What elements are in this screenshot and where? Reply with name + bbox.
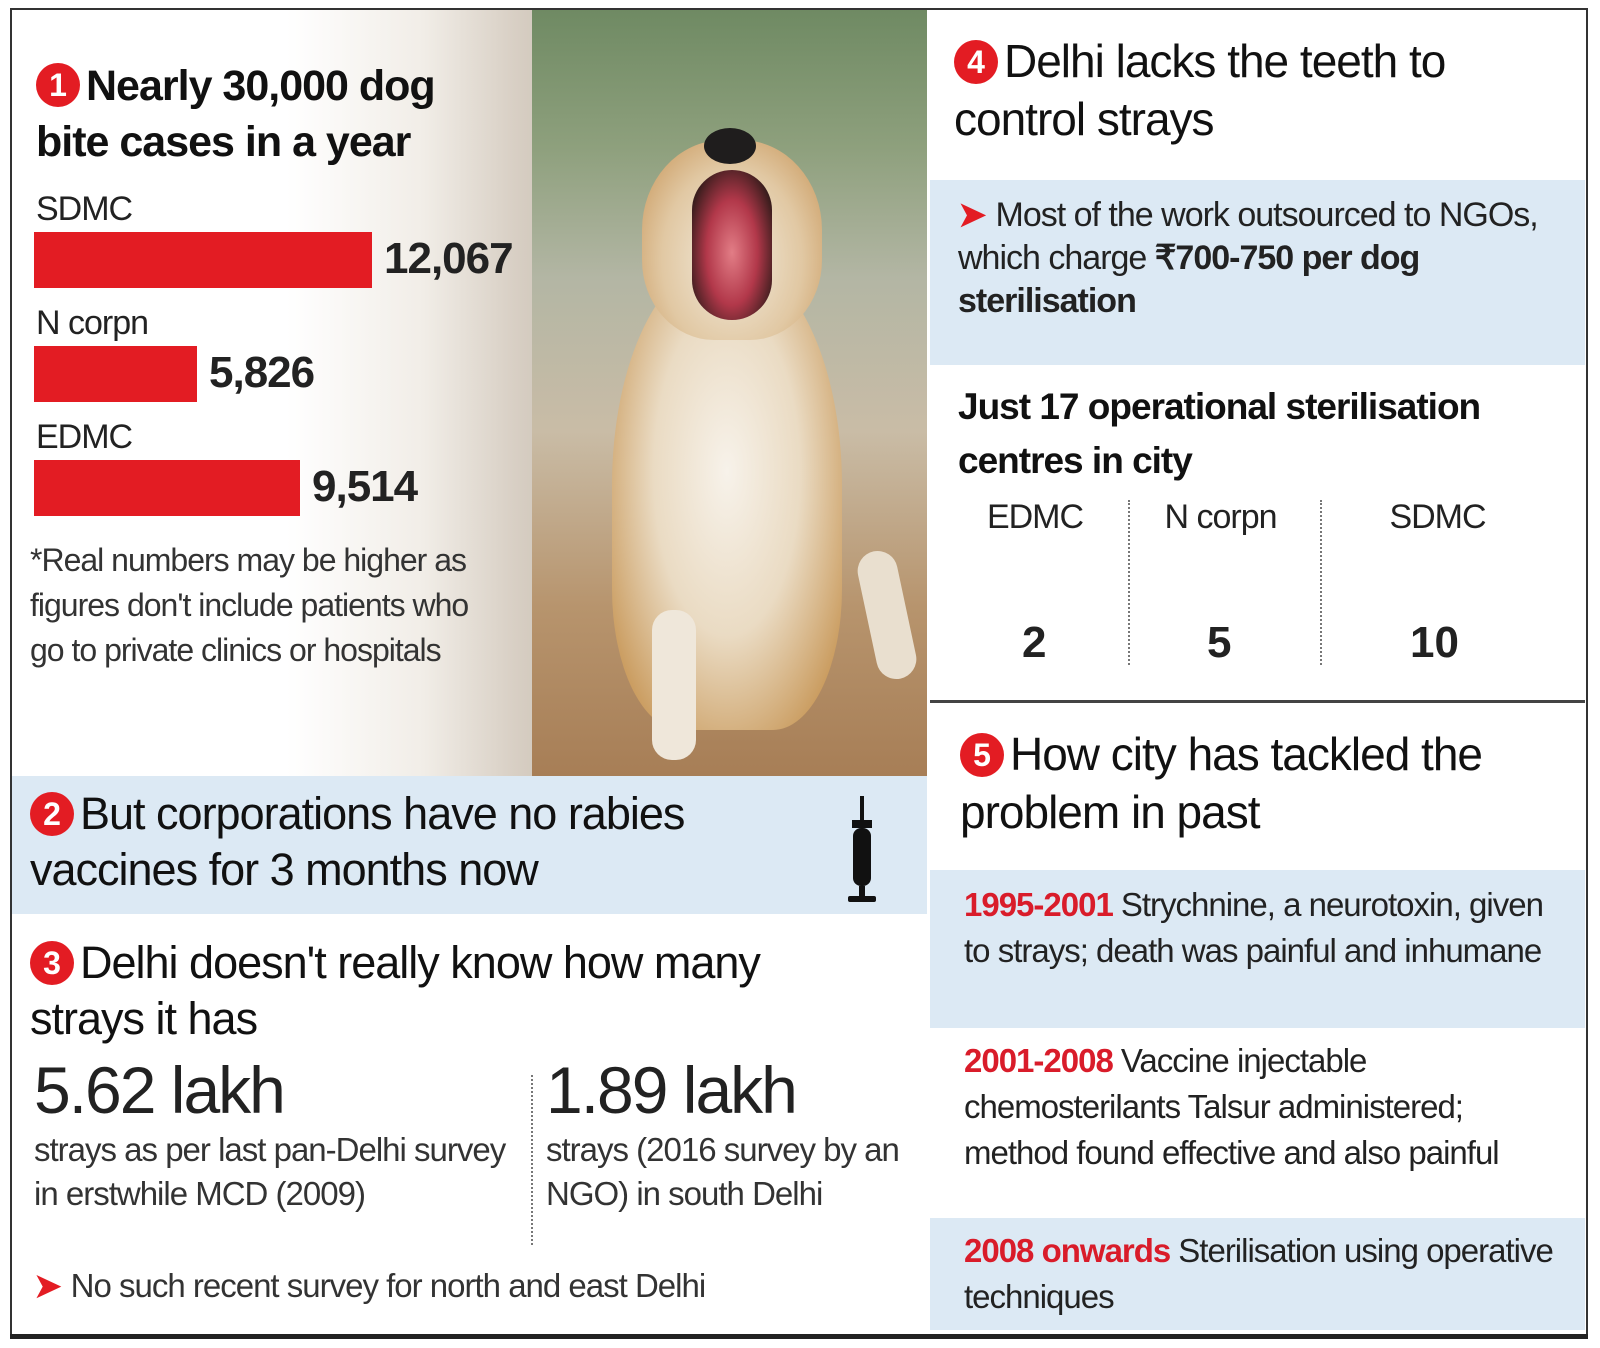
ngo-cost-panel: ➤ Most of the work outsourced to NGOs, wh… (930, 180, 1585, 365)
survey-note: ➤ No such recent survey for north and eas… (34, 1266, 707, 1305)
timeline-desc: Strychnine, a neurotoxin, given to stray… (964, 886, 1544, 969)
bottom-rule (10, 1334, 1588, 1339)
bar-value: 9,514 (312, 462, 418, 511)
footnote: *Real numbers may be higher as figures d… (30, 542, 469, 668)
section-4-title: 4 Delhi lacks the teeth to control strays (954, 32, 1554, 148)
section-number-badge: 2 (30, 792, 74, 836)
centre-count: 5 (1207, 618, 1232, 667)
bar-sdmc (34, 232, 372, 288)
arrow-icon: ➤ (958, 196, 986, 234)
section-number-badge: 4 (954, 40, 998, 84)
timeline-years: 1995-2001 (964, 886, 1114, 923)
centre-col-sdmc: SDMC (1345, 498, 1530, 545)
section-2-title: 2 But corporations have no rabies vaccine… (30, 786, 790, 898)
survey-note-text: No such recent survey for north and east… (70, 1267, 707, 1304)
dog-photo-leg (652, 610, 696, 760)
ngo-cost-text: ➤ Most of the work outsourced to NGOs, wh… (958, 194, 1558, 323)
ngo-cost-plain: Most of the work outsourced to NGOs, whi… (958, 196, 1539, 277)
section-5-title-text: How city has tackled the problem in past (960, 728, 1483, 838)
timeline-years: 2008 onwards (964, 1232, 1171, 1269)
section-5-title: 5 How city has tackled the problem in pas… (960, 725, 1560, 841)
timeline-years: 2001-2008 (964, 1042, 1114, 1079)
dog-photo-mouth (692, 170, 772, 320)
section-3-title: 3 Delhi doesn't really know how many stra… (30, 935, 790, 1047)
bar-label: EDMC (36, 418, 133, 456)
centre-count: 2 (1022, 618, 1047, 667)
timeline-item-text: 1995-2001 Strychnine, a neurotoxin, given… (964, 882, 1564, 974)
timeline-item: 2008 onwards Sterilisation using operativ… (930, 1218, 1585, 1330)
section-3-title-text: Delhi doesn't really know how many stray… (30, 937, 761, 1044)
section-dog-bites (12, 10, 927, 776)
stray-count-2009: 5.62 lakh (34, 1053, 286, 1127)
stray-count-2016: 1.89 lakh (546, 1053, 798, 1127)
divider (531, 1075, 533, 1245)
section-2-title-text: But corporations have no rabies vaccines… (30, 788, 685, 895)
section-number-badge: 5 (960, 733, 1004, 777)
section-number-badge: 3 (30, 941, 74, 985)
timeline-item-text: 2001-2008 Vaccine injectable chemosterila… (964, 1038, 1564, 1176)
centre-label: SDMC (1389, 498, 1486, 536)
ngo-cost-bold: ₹700-750 per dog sterilisation (958, 239, 1420, 320)
timeline-item: 1995-2001 Strychnine, a neurotoxin, given… (930, 870, 1585, 1028)
dog-photo-nose (704, 128, 756, 164)
bar-edmc (34, 460, 300, 516)
centre-col-edmc: EDMC (970, 498, 1100, 545)
bar-value: 12,067 (384, 234, 514, 283)
centre-label: EDMC (986, 498, 1084, 536)
timeline-desc: Vaccine injectable chemosterilants Talsu… (964, 1042, 1500, 1171)
section-1-title: 1 Nearly 30,000 dog bite cases in a year (36, 58, 516, 170)
syringe-icon (848, 796, 876, 902)
arrow-icon: ➤ (34, 1267, 62, 1304)
timeline-item-text: 2008 onwards Sterilisation using operativ… (964, 1228, 1564, 1320)
bar-value: 5,826 (209, 348, 315, 397)
bar-n-corpn (34, 346, 197, 402)
bar-label: N corpn (36, 304, 149, 342)
divider (1128, 500, 1130, 665)
section-rule (930, 700, 1585, 703)
bar-label: SDMC (36, 190, 133, 228)
stray-count-2009-desc: strays as per last pan-Delhi survey in e… (34, 1131, 506, 1212)
centre-label: N corpn (1164, 498, 1277, 536)
timeline-desc: Sterilisation using operative techniques (964, 1232, 1554, 1315)
section-rabies-vaccines: 2 But corporations have no rabies vaccine… (12, 776, 927, 914)
sterilisation-centres-title: Just 17 operational sterilisation centre… (958, 386, 1481, 481)
centre-count: 10 (1410, 618, 1459, 667)
divider (1320, 500, 1322, 665)
centre-col-n-corpn: N corpn (1148, 498, 1293, 545)
section-number-badge: 1 (36, 63, 80, 107)
section-4-title-text: Delhi lacks the teeth to control strays (954, 35, 1446, 145)
stray-count-2016-desc: strays (2016 survey by an NGO) in south … (546, 1131, 900, 1212)
section-1-title-text: Nearly 30,000 dog bite cases in a year (36, 62, 436, 166)
timeline-item: 2001-2008 Vaccine injectable chemosterila… (930, 1028, 1585, 1218)
